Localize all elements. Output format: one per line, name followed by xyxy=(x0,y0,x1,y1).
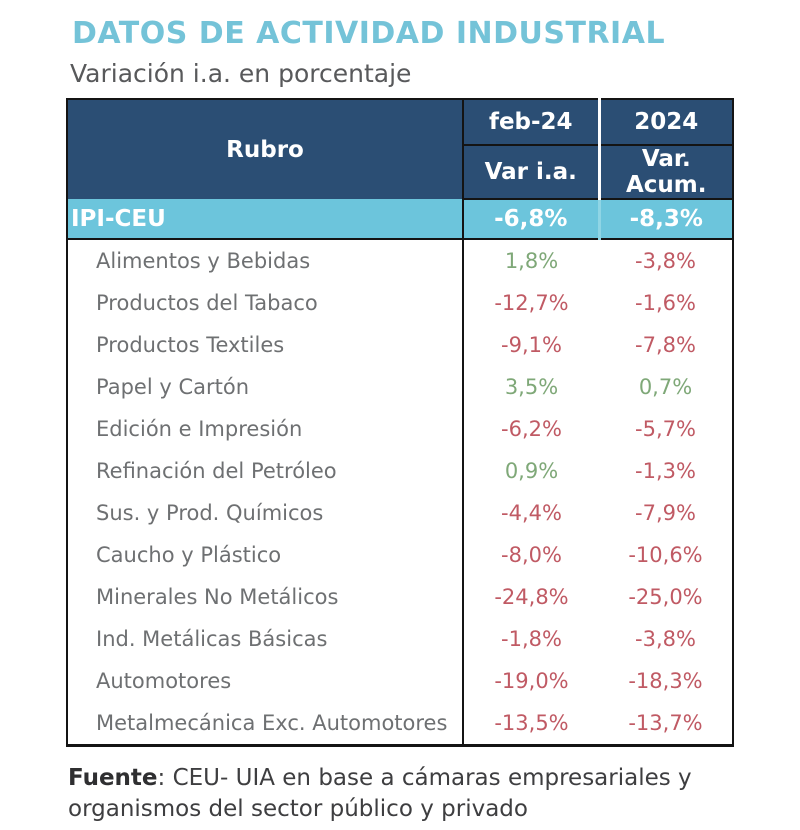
row-label: Minerales No Metálicos xyxy=(67,576,464,618)
row-label: Edición e Impresión xyxy=(67,408,464,450)
industrial-activity-table: Rubro feb-24 2024 Var i.a. Var. Acum. IP… xyxy=(66,98,734,747)
table-row: Papel y Cartón 3,5% 0,7% xyxy=(67,366,733,408)
header-row-periods: Rubro feb-24 2024 xyxy=(67,99,733,199)
row-var-acum: -1,3% xyxy=(635,459,696,483)
row-label: Caucho y Plástico xyxy=(67,534,464,576)
source-label: Fuente xyxy=(68,765,158,791)
row-label: Productos del Tabaco xyxy=(67,282,464,324)
header-measure-var-acum: Var. Acum. xyxy=(597,145,733,200)
row-var-acum: -5,7% xyxy=(635,417,696,441)
row-var-ia: 0,9% xyxy=(504,459,559,483)
row-label: Metalmecánica Exc. Automotores xyxy=(67,702,464,746)
row-var-ia: -19,0% xyxy=(494,669,569,693)
header-period-2024: 2024 xyxy=(597,99,733,146)
row-label: Ind. Metálicas Básicas xyxy=(67,618,464,660)
row-label: Alimentos y Bebidas xyxy=(67,239,464,282)
summary-var-ia: -6,8% xyxy=(463,199,599,240)
header-rubro: Rubro xyxy=(67,99,464,199)
row-var-acum: 0,7% xyxy=(638,375,693,399)
row-var-ia: -13,5% xyxy=(494,711,569,735)
table-row: Automotores -19,0% -18,3% xyxy=(67,660,733,702)
table-row: Edición e Impresión -6,2% -5,7% xyxy=(67,408,733,450)
source-text: : CEU- UIA en base a cámaras empresarial… xyxy=(68,765,692,822)
row-var-acum: -25,0% xyxy=(628,585,703,609)
row-var-acum: -3,8% xyxy=(635,627,696,651)
row-var-ia: 1,8% xyxy=(504,249,559,273)
table-row: Refinación del Petróleo 0,9% -1,3% xyxy=(67,450,733,492)
row-var-ia: -8,0% xyxy=(501,543,562,567)
row-var-ia: -6,2% xyxy=(501,417,562,441)
row-label: Automotores xyxy=(67,660,464,702)
row-var-ia: -4,4% xyxy=(501,501,562,525)
row-var-acum: -3,8% xyxy=(635,249,696,273)
table-row: Productos Textiles -9,1% -7,8% xyxy=(67,324,733,366)
row-var-ia: -1,8% xyxy=(501,627,562,651)
header-measure-var-ia: Var i.a. xyxy=(463,145,599,200)
source-note: Fuente: CEU- UIA en base a cámaras empre… xyxy=(68,763,748,825)
table-row: Minerales No Metálicos -24,8% -25,0% xyxy=(67,576,733,618)
table-row: Alimentos y Bebidas 1,8% -3,8% xyxy=(67,239,733,282)
row-var-acum: -18,3% xyxy=(628,669,703,693)
table-row: Productos del Tabaco -12,7% -1,6% xyxy=(67,282,733,324)
page-title: DATOS DE ACTIVIDAD INDUSTRIAL xyxy=(72,16,666,51)
row-var-acum: -10,6% xyxy=(628,543,703,567)
row-label: Sus. y Prod. Químicos xyxy=(67,492,464,534)
row-var-ia: -12,7% xyxy=(494,291,569,315)
row-var-acum: -7,8% xyxy=(635,333,696,357)
table-row: Caucho y Plástico -8,0% -10,6% xyxy=(67,534,733,576)
table-row: Ind. Metálicas Básicas -1,8% -3,8% xyxy=(67,618,733,660)
header-period-feb24: feb-24 xyxy=(463,99,599,146)
row-label: Refinación del Petróleo xyxy=(67,450,464,492)
row-label: Papel y Cartón xyxy=(67,366,464,408)
row-var-acum: -7,9% xyxy=(635,501,696,525)
summary-label: IPI-CEU xyxy=(67,199,464,240)
row-var-ia: -24,8% xyxy=(494,585,569,609)
header-row-measures: Var i.a. Var. Acum. xyxy=(67,145,733,200)
table-row: Sus. y Prod. Químicos -4,4% -7,9% xyxy=(67,492,733,534)
row-var-acum: -13,7% xyxy=(628,711,703,735)
row-var-ia: -9,1% xyxy=(501,333,562,357)
row-var-acum: -1,6% xyxy=(635,291,696,315)
page-subtitle: Variación i.a. en porcentaje xyxy=(70,59,412,88)
row-var-ia: 3,5% xyxy=(504,375,559,399)
summary-row-ipi-ceu: IPI-CEU -6,8% -8,3% xyxy=(67,199,733,240)
summary-var-acum: -8,3% xyxy=(597,199,733,240)
table-row: Metalmecánica Exc. Automotores -13,5% -1… xyxy=(67,702,733,746)
row-label: Productos Textiles xyxy=(67,324,464,366)
